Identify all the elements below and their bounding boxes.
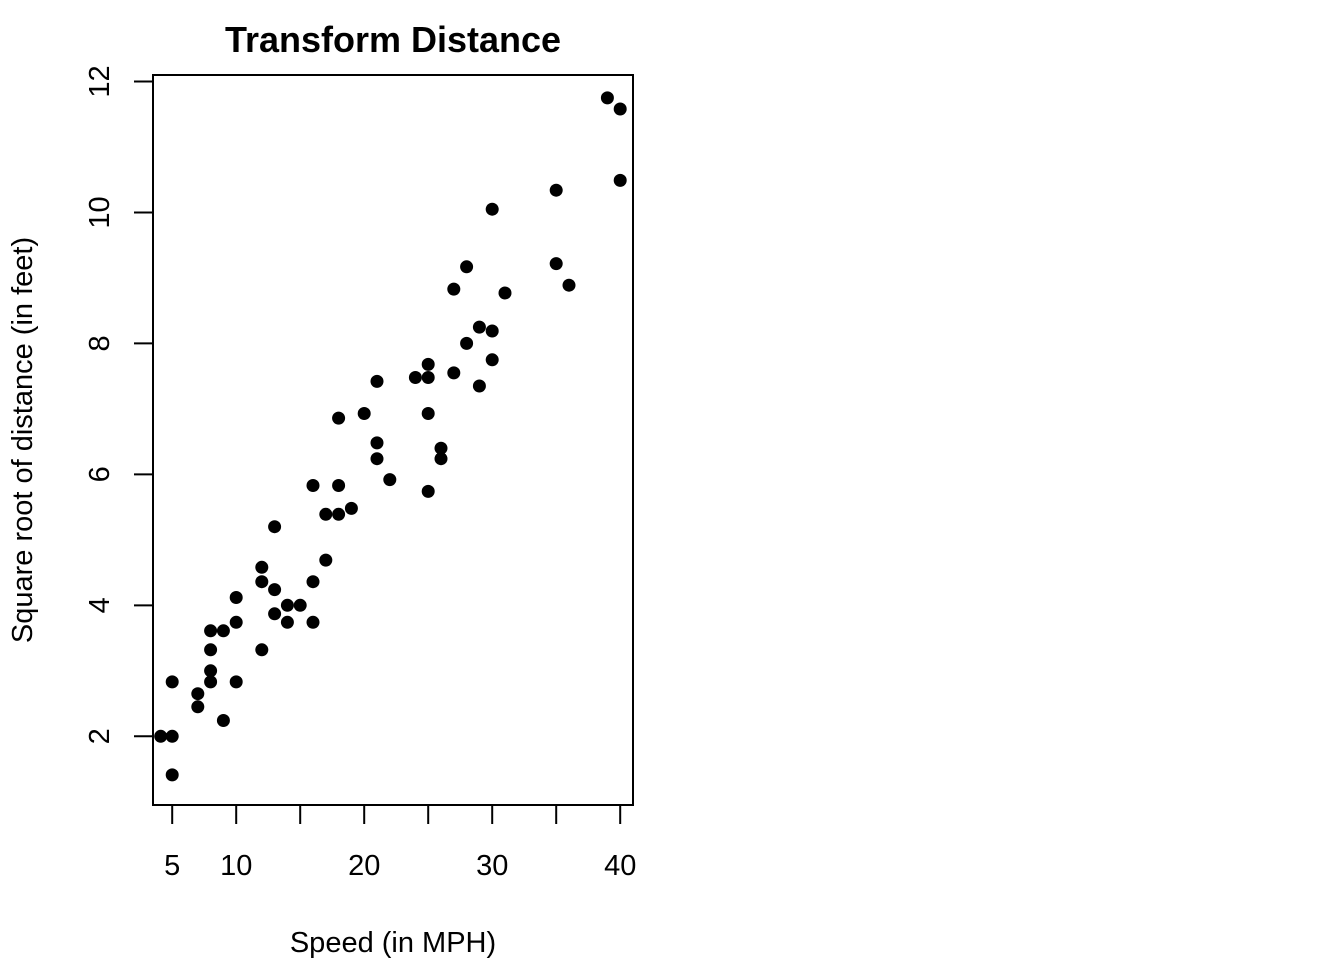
data-point [613, 173, 627, 187]
x-axis: 5 10 20 30 40 [164, 805, 636, 882]
y-tick-label: 2 [84, 728, 116, 744]
data-point [280, 598, 294, 612]
x-axis-label: Speed (in MPH) [290, 927, 496, 959]
data-point [306, 575, 320, 589]
data-point [549, 183, 563, 197]
data-point [229, 591, 243, 604]
data-point [229, 615, 243, 629]
y-tick-label: 10 [84, 196, 116, 228]
data-point [268, 607, 282, 621]
data-point [319, 553, 333, 567]
data-point [204, 643, 218, 657]
data-point [434, 441, 448, 455]
y-tick-label: 4 [84, 597, 116, 613]
data-point [191, 700, 205, 714]
data-point [306, 615, 320, 629]
data-point [485, 202, 499, 216]
data-point [421, 484, 435, 498]
data-point [383, 473, 397, 487]
x-tick-label: 40 [604, 850, 636, 882]
data-point [485, 353, 499, 367]
data-point [204, 675, 218, 689]
data-point [306, 479, 320, 492]
data-point [485, 324, 499, 338]
data-point [421, 371, 435, 384]
data-point [613, 102, 627, 116]
data-point [421, 357, 435, 371]
data-point [421, 407, 435, 420]
chart-title: Transform Distance [225, 19, 561, 60]
data-point [229, 675, 243, 689]
data-point [216, 714, 230, 727]
data-point [216, 624, 230, 638]
data-point [408, 371, 422, 384]
data-point [332, 411, 346, 425]
data-point [344, 501, 358, 515]
data-point [562, 278, 576, 292]
data-point [280, 615, 294, 629]
data-point [447, 282, 461, 296]
data-point [293, 598, 307, 612]
data-point [191, 687, 205, 701]
data-point [498, 286, 512, 300]
data-point [165, 729, 179, 743]
x-tick-label: 20 [348, 850, 380, 882]
data-point [154, 729, 168, 743]
data-point [255, 575, 269, 589]
data-point [319, 507, 333, 521]
data-points [154, 91, 627, 782]
data-point [332, 479, 346, 492]
data-point [600, 91, 614, 105]
y-axis-label: Square root of distance (in feet) [7, 237, 39, 643]
data-point [255, 560, 269, 574]
x-tick-label: 5 [164, 850, 180, 882]
plot-frame [152, 74, 634, 806]
data-point [472, 320, 486, 334]
data-point [370, 452, 384, 466]
data-point [165, 675, 179, 689]
y-tick-label: 6 [84, 466, 116, 482]
data-point [204, 624, 218, 638]
x-tick-label: 10 [220, 850, 252, 882]
data-point [357, 407, 371, 420]
y-tick-label: 12 [84, 65, 116, 97]
data-point [332, 507, 346, 521]
y-axis: 2 4 6 8 10 12 [84, 65, 153, 744]
data-point [549, 257, 563, 271]
data-point [460, 260, 474, 274]
data-point [268, 583, 282, 597]
data-point [255, 643, 269, 657]
data-point [370, 436, 384, 450]
data-point [268, 520, 282, 534]
y-tick-label: 8 [84, 335, 116, 351]
data-point [447, 366, 461, 380]
data-point [165, 768, 179, 782]
data-point [204, 664, 218, 678]
data-point [434, 452, 448, 466]
x-tick-label: 30 [476, 850, 508, 882]
data-point [472, 379, 486, 393]
data-point [460, 336, 474, 350]
data-point [370, 374, 384, 388]
